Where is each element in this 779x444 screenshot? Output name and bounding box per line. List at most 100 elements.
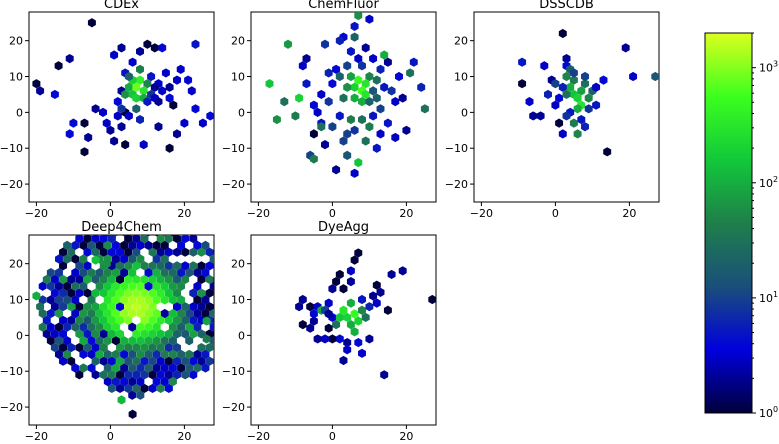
hexbin-cell [581,71,589,82]
hexbin-cell [177,240,186,250]
hexbin-cell [140,261,149,271]
hexbin-cell [168,308,177,319]
hexbin-cell [99,302,108,312]
hexbin-cell [152,240,161,250]
hexbin-cell [372,298,381,308]
hexbin-cell [176,64,185,74]
hexbin-cell [79,281,88,291]
hexbin-cell [577,114,586,125]
hexbin-cell [83,302,92,312]
hexbin-cell [75,302,84,312]
hexbin-cell [128,281,137,291]
hexbin-cell [201,240,210,250]
hexbin-cell [222,302,230,311]
hexbin-cell [121,89,130,100]
hexbin-cell [551,100,560,110]
hexbin-cell [120,349,129,359]
hexbin-cell [189,329,198,339]
x-tick-label: −20 [25,207,48,220]
hexbin-cell [358,348,366,358]
hexbin-cell [161,68,170,78]
hexbin-cell [168,363,177,373]
hexbin-cell [332,165,341,175]
hexbin-cell [339,305,348,315]
hexbin-cell [193,308,202,319]
hexbin-cell [160,308,169,319]
hexbin-cell [36,302,45,312]
hexbin-cell [369,111,378,121]
hexbin-cell [536,111,545,121]
hexbin-cell [189,356,198,366]
hexbin-cell [160,295,169,305]
hexbin-cell [202,334,211,344]
hexbin-cell [189,247,198,257]
hexbin-cell [191,39,200,49]
hexbin-cell [128,240,137,250]
hexbin-cell [218,336,226,345]
hexbin-cell [116,356,124,366]
hexbin-cell [128,409,137,419]
hexbin-cell [50,342,59,353]
hexbin-cell [42,329,51,339]
hexbin-cell [111,295,120,305]
colorbar: 100 101 102 103 [704,32,778,420]
hexbin-cell [213,331,214,337]
hexbin-cell [387,269,396,280]
hexbin-cell [335,269,344,280]
hexbin-cell [111,349,120,359]
hexbin-cell [164,342,173,353]
hexbin-cell [117,395,126,405]
hexbin-cell [69,118,78,128]
hexbin-cell [79,254,88,264]
hexbin-cell [75,288,84,298]
y-tick-label: 0 [461,106,468,119]
hexbin-cell [136,390,145,400]
hexbin-cell [181,315,190,325]
hexbin-cell [154,97,163,107]
hexbin-cell [226,282,234,291]
hexbin-cell [143,39,152,49]
hexbin-cell [111,322,120,332]
hexbin-cell [361,89,370,100]
hexbin-cell [144,281,153,291]
hexbin-cell [144,322,153,332]
hexbin-cell [91,235,100,244]
hexbin-cell [181,329,190,339]
hexbin-cell [111,254,120,264]
hexbin-cell [132,235,141,244]
hexbin-cell [83,247,92,257]
hexbin-cell [168,268,177,278]
hexbin-cell [592,100,601,110]
hexbin-cell [59,329,68,339]
hexbin-cell [201,349,210,359]
hexbin-cell [313,107,322,117]
hexbin-cell [132,356,141,366]
hexbin-cell [54,308,63,319]
hexbin-cell [185,268,194,278]
hexbin-cell [350,32,359,42]
hexbin-cell [80,118,89,128]
hexbin-cell [309,129,318,139]
hexbin-cell [132,261,141,271]
hexbin-cell [328,79,337,89]
hexbin-cell [71,240,80,250]
hexbin-cell [136,281,145,291]
hexbin-cell [128,336,137,346]
hexbin-cell [132,274,141,285]
hexbin-cell [117,43,126,53]
hexbin-cell [156,235,165,244]
hexbin-cell [206,111,214,121]
hexbin-cell [116,342,124,353]
hexbin-cell [372,75,381,85]
hexbin-cell [152,295,161,305]
hexbin-cell [197,247,206,257]
hexbin-cell [265,79,274,89]
hexbin-cell [168,295,177,305]
hexbin-cell [71,268,80,278]
y-tick-label: −10 [0,142,23,155]
y-tick-label: 20 [9,258,23,271]
y-tick-label: −20 [222,178,245,191]
hexbin-cell [193,363,202,373]
hexbin-cell [106,125,115,135]
hexbin-cell [89,235,94,237]
